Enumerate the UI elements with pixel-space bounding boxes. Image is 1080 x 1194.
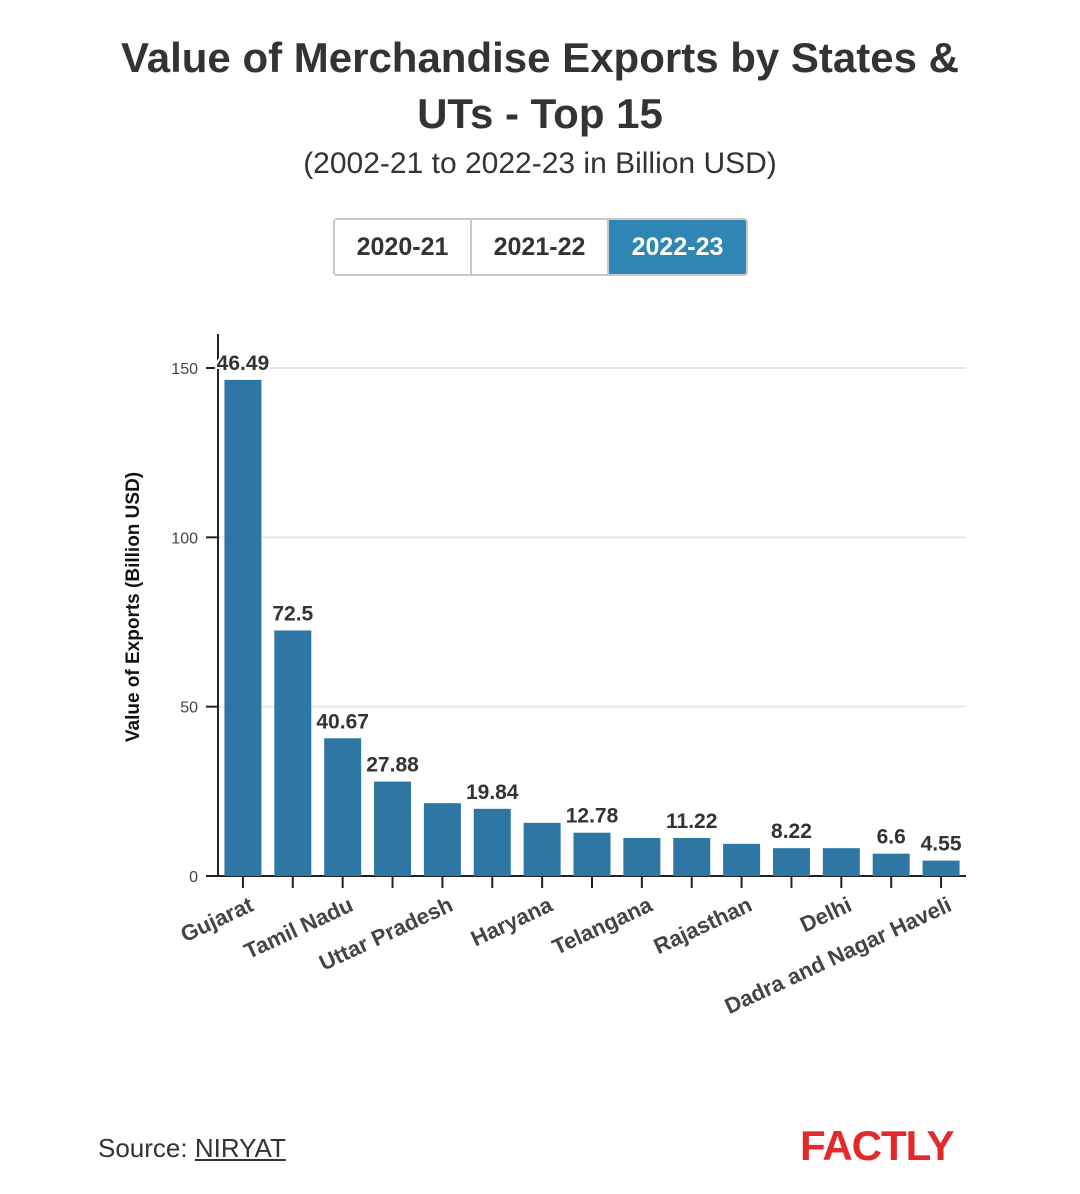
y-axis-title: Value of Exports (Billion USD) [123,472,144,742]
data-label: 6.6 [877,826,906,849]
data-label: 46.49 [217,352,270,375]
y-tick-label: 50 [180,700,198,717]
bar-14 [872,853,910,876]
source-prefix: Source: [98,1133,195,1163]
x-tick-label: Haryana [467,892,557,952]
y-tick-label: 100 [171,530,198,547]
bar-5 [423,803,461,876]
x-tick-label: Delhi [796,892,855,937]
data-label: 12.78 [566,805,619,828]
bar-2 [274,630,312,876]
data-label: 8.22 [771,820,812,843]
bar-chart: 0 50 100 150 Value of Exports (Billion USD) 4… [123,334,966,1019]
data-label: 4.55 [921,833,962,856]
chart-title: Value of Merchandise Exports by States &… [60,30,1020,142]
source-link[interactable]: NIRYAT [194,1133,286,1163]
bar-4 [374,781,412,876]
bar-9 [623,838,661,876]
tab-2021-22[interactable]: 2021-22 [472,220,609,274]
x-tick-label: Telangana [548,892,656,960]
bar-12 [772,848,810,876]
y-tick-label: 150 [171,361,198,378]
bar-11 [723,843,761,876]
bar-3 [324,738,362,876]
data-label: 72.5 [272,602,313,625]
factly-logo: FACTLY [800,1122,955,1166]
tab-2020-21[interactable]: 2020-21 [335,220,472,274]
bar-8 [573,832,611,876]
source-note: Source: NIRYAT [98,1133,286,1164]
data-label: 40.67 [316,710,369,733]
chart-subtitle: (2002-21 to 2022-23 in Billion USD) [303,147,777,180]
x-tick-label: Rajasthan [650,892,756,959]
data-label: 19.84 [466,781,519,804]
tab-2022-23[interactable]: 2022-23 [609,220,746,274]
chart-title-line-2: UTs - Top 15 [417,90,663,137]
factly-logo-text: FACTLY [800,1122,954,1166]
bar-6 [473,808,511,876]
y-tick-label: 0 [189,869,198,886]
chart-title-line-1: Value of Merchandise Exports by States & [121,34,959,81]
bar-15 [922,860,960,876]
bar-10 [673,838,711,876]
bar-1 [224,379,262,876]
year-tabs: 2020-21 2021-22 2022-23 [333,218,748,276]
data-label: 11.22 [666,810,717,833]
bar-13 [822,848,860,876]
bar-7 [523,822,561,876]
data-label: 27.88 [366,754,419,777]
